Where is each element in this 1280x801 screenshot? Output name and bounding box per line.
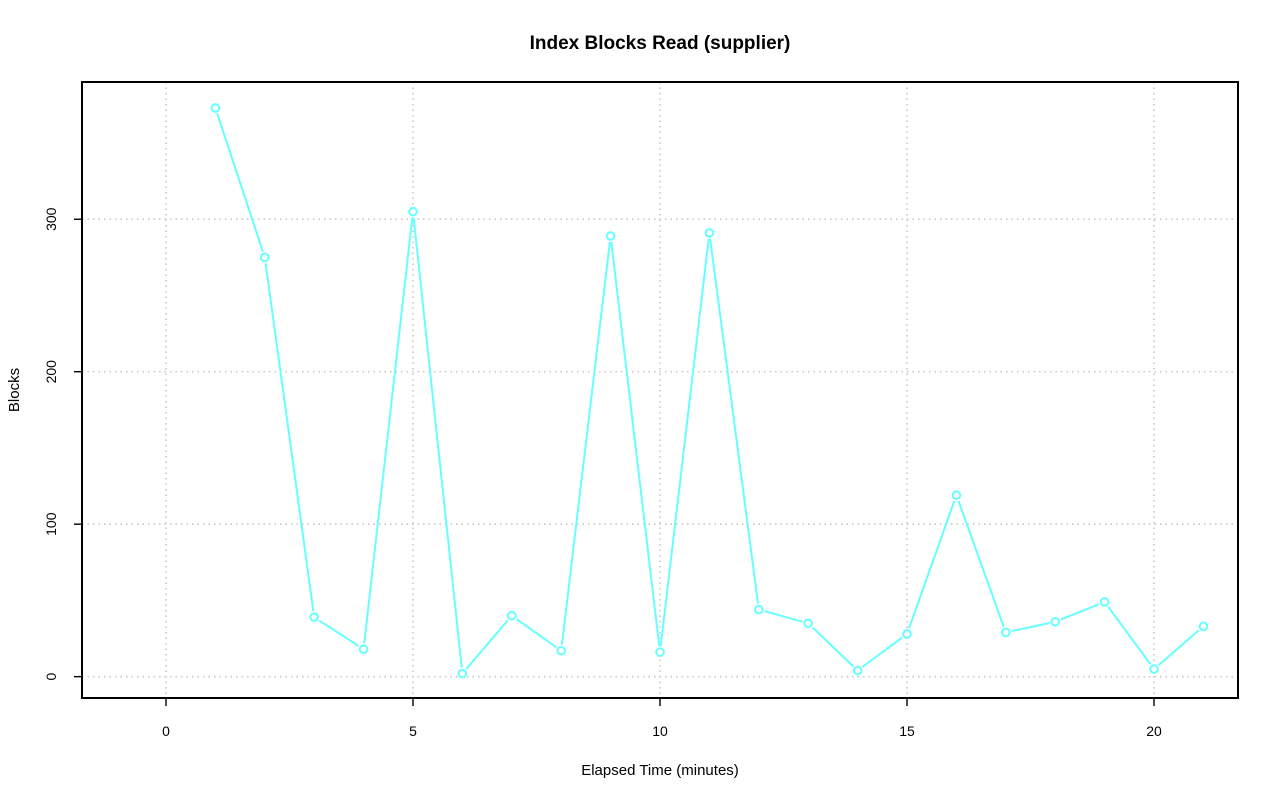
y-axis-label: Blocks xyxy=(6,368,23,412)
x-tick-label: 20 xyxy=(1146,723,1162,739)
series-line-layer xyxy=(216,113,1200,670)
data-point xyxy=(605,231,616,241)
series-line-segment xyxy=(1060,603,1100,621)
x-tick-label: 10 xyxy=(652,723,668,739)
data-point xyxy=(408,206,418,217)
data-point xyxy=(259,252,270,263)
chart-title: Index Blocks Read (supplier) xyxy=(530,33,791,54)
series-line-segment xyxy=(957,500,1005,628)
series-line-segment xyxy=(412,217,463,668)
y-tick-label: 100 xyxy=(43,512,59,536)
series-line-segment xyxy=(1107,606,1152,665)
series-line-segment xyxy=(216,113,264,252)
x-tick-label: 15 xyxy=(899,723,915,739)
data-point xyxy=(852,665,863,676)
data-point xyxy=(704,228,715,238)
grid-lines xyxy=(82,82,1238,698)
series-line-segment xyxy=(465,619,509,670)
series-line-segment xyxy=(709,238,760,604)
x-axis: 0 5 10 15 20 xyxy=(162,698,1162,739)
y-tick-label: 300 xyxy=(43,207,59,231)
data-point xyxy=(754,604,764,615)
data-point xyxy=(210,103,221,113)
series-line-segment xyxy=(363,217,414,644)
series-line-segment xyxy=(318,619,360,647)
data-point xyxy=(1099,597,1110,607)
data-point xyxy=(556,645,566,656)
series-line-segment xyxy=(1011,622,1050,633)
series-line-segment xyxy=(1157,629,1200,666)
x-tick-label: 0 xyxy=(162,723,170,739)
series-line-segment xyxy=(861,636,903,668)
y-tick-label: 200 xyxy=(43,360,59,384)
data-point xyxy=(1149,664,1159,674)
series-line-segment xyxy=(659,238,710,647)
series-line-segment xyxy=(764,610,803,623)
data-point xyxy=(457,668,468,679)
series-line-segment xyxy=(908,500,956,629)
data-point xyxy=(1001,627,1011,638)
data-point xyxy=(1050,616,1061,627)
data-point xyxy=(309,612,319,622)
series-line-segment xyxy=(516,618,557,649)
y-axis: 0 100 200 300 xyxy=(43,207,82,681)
data-points xyxy=(210,103,1209,679)
series-line-segment xyxy=(264,263,315,612)
data-point xyxy=(1198,621,1209,632)
x-tick-label: 5 xyxy=(409,723,417,739)
data-point xyxy=(951,490,962,501)
data-point xyxy=(655,647,665,658)
x-axis-label: Elapsed Time (minutes) xyxy=(581,762,739,779)
data-point xyxy=(506,610,517,621)
series-line-segment xyxy=(560,241,611,645)
series-line-segment xyxy=(811,626,854,668)
data-point xyxy=(358,644,369,655)
data-point xyxy=(902,629,912,639)
series-line-segment xyxy=(610,241,661,647)
y-tick-label: 0 xyxy=(43,673,59,681)
data-point xyxy=(803,618,814,629)
